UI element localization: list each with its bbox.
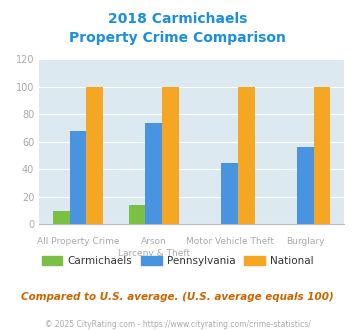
Bar (297, 148, 314, 224)
Text: Arson: Arson (141, 237, 166, 246)
Bar (86, 87, 103, 224)
Bar (221, 162, 238, 224)
Legend: Carmichaels, Pennsylvania, National: Carmichaels, Pennsylvania, National (37, 252, 318, 270)
Text: © 2025 CityRating.com - https://www.cityrating.com/crime-statistics/: © 2025 CityRating.com - https://www.city… (45, 320, 310, 329)
Text: All Property Crime: All Property Crime (37, 237, 119, 246)
Bar (53, 211, 70, 224)
Text: 2018 Carmichaels: 2018 Carmichaels (108, 12, 247, 25)
Bar (238, 87, 255, 224)
Text: Property Crime Comparison: Property Crime Comparison (69, 31, 286, 45)
Text: Motor Vehicle Theft: Motor Vehicle Theft (186, 237, 274, 246)
Text: Larceny & Theft: Larceny & Theft (118, 249, 190, 258)
Bar (70, 131, 86, 224)
Text: Burglary: Burglary (286, 237, 325, 246)
Bar (129, 205, 146, 224)
Bar (162, 87, 179, 224)
Bar (146, 123, 162, 224)
Text: Compared to U.S. average. (U.S. average equals 100): Compared to U.S. average. (U.S. average … (21, 292, 334, 302)
Bar (314, 87, 331, 224)
